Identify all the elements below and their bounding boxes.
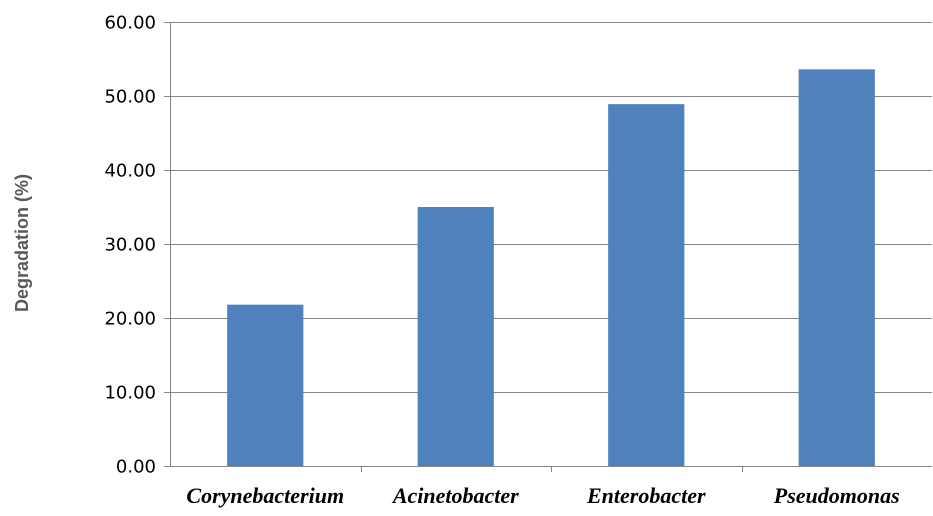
y-tick-label: 10.00 [104, 383, 156, 404]
bars [227, 69, 875, 467]
y-tick-labels: 0.00 10.00 20.00 30.00 40.00 50.00 60.00 [104, 13, 156, 478]
category-label: Corynebacterium [186, 483, 344, 508]
bar [227, 304, 304, 466]
axes [164, 22, 932, 472]
y-tick-label: 50.00 [104, 87, 156, 108]
y-tick-label: 30.00 [104, 235, 156, 256]
y-tick-label: 0.00 [116, 457, 156, 478]
category-labels: Corynebacterium Acinetobacter Enterobacter… [186, 483, 899, 508]
y-axis-title: Degradation (%) [12, 174, 32, 312]
y-tick-label: 20.00 [104, 309, 156, 330]
category-label: Acinetobacter [391, 483, 519, 508]
y-tick-label: 60.00 [104, 13, 156, 34]
category-label: Pseudomonas [773, 483, 900, 508]
bar [798, 69, 875, 467]
bar [608, 104, 685, 466]
bar [417, 207, 494, 466]
category-label: Enterobacter [586, 483, 706, 508]
y-tick-label: 40.00 [104, 161, 156, 182]
